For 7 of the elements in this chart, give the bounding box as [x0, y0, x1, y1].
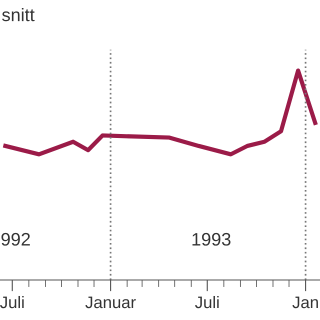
annotation: 1993	[192, 232, 230, 246]
x-tick-label: Juli	[0, 296, 24, 308]
x-tick-label: Jan	[292, 296, 318, 308]
annotation: 992	[1, 232, 30, 246]
x-tick-label: Juli	[195, 296, 219, 308]
chart-title: snitt	[2, 8, 35, 22]
x-tick-label: Januar	[85, 296, 136, 308]
